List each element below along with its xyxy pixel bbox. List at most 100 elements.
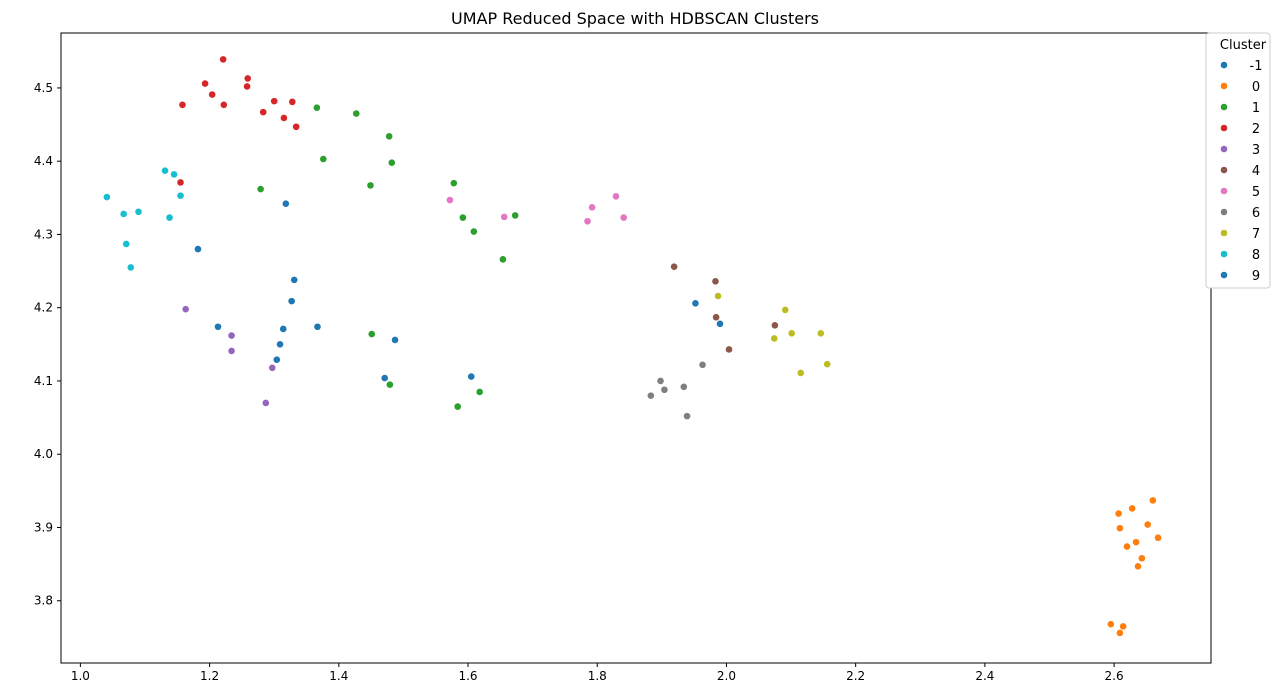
data-point-cluster-2 <box>259 108 267 116</box>
data-point-cluster-8 <box>170 171 178 178</box>
data-point-cluster-8 <box>135 208 142 216</box>
legend-marker-9 <box>1220 271 1228 279</box>
legend-box <box>1205 32 1271 289</box>
data-point-cluster--1 <box>273 356 281 364</box>
data-point-cluster--1 <box>279 325 287 333</box>
data-point-cluster-1 <box>459 214 467 221</box>
legend-label-6: 6 <box>1252 206 1260 221</box>
legend-marker--1 <box>1220 61 1228 69</box>
legend-marker-2 <box>1220 124 1228 132</box>
y-tick-label: 4.4 <box>34 154 53 168</box>
y-tick-label: 3.9 <box>34 520 53 534</box>
y-tick-label: 4.2 <box>34 301 53 315</box>
y-tick-label: 3.8 <box>34 594 53 608</box>
plot-area-frame <box>60 32 1212 664</box>
y-tick-label: 4.0 <box>34 447 53 461</box>
data-point-cluster--1 <box>692 300 699 307</box>
data-point-cluster-6 <box>699 361 706 369</box>
data-point-cluster-5 <box>500 213 508 221</box>
legend-label-3: 3 <box>1252 143 1260 158</box>
legend-entries: -1 0 1 2 3 4 5 6 7 8 9 <box>1220 59 1263 284</box>
data-point-cluster-0 <box>1132 538 1140 546</box>
data-point-cluster-2 <box>280 114 288 122</box>
data-point-cluster-6 <box>661 386 668 394</box>
data-points <box>103 56 1162 637</box>
legend-marker-3 <box>1220 145 1228 153</box>
data-point-cluster-2 <box>244 75 252 82</box>
data-point-cluster-1 <box>388 159 396 166</box>
data-point-cluster--1 <box>194 245 202 253</box>
data-point-cluster-5 <box>620 214 628 221</box>
data-point-cluster-0 <box>1116 524 1124 532</box>
data-point-cluster-0 <box>1149 497 1157 504</box>
data-point-cluster-2 <box>288 98 296 106</box>
data-point-cluster-4 <box>712 278 719 285</box>
data-point-cluster-3 <box>182 305 189 313</box>
legend-label-8: 8 <box>1252 248 1260 263</box>
x-tick-label: 2.0 <box>717 669 736 683</box>
data-point-cluster--1 <box>290 276 298 284</box>
data-point-cluster-8 <box>161 167 169 175</box>
data-point-cluster--1 <box>467 373 475 380</box>
data-point-cluster--1 <box>391 336 399 344</box>
data-point-cluster-1 <box>499 256 507 263</box>
x-tick-label: 1.2 <box>200 669 219 683</box>
data-point-cluster-7 <box>714 292 722 300</box>
data-point-cluster-7 <box>781 306 789 314</box>
x-tick-label: 2.4 <box>975 669 994 683</box>
data-point-cluster-7 <box>817 330 825 337</box>
data-point-cluster-5 <box>446 196 454 204</box>
data-point-cluster-2 <box>220 101 228 109</box>
y-tick-label: 4.5 <box>34 81 53 95</box>
data-point-cluster-1 <box>476 388 483 396</box>
data-point-cluster-0 <box>1138 554 1146 562</box>
data-point-cluster-4 <box>725 346 733 353</box>
data-point-cluster-1 <box>385 132 393 140</box>
data-point-cluster-5 <box>584 217 591 225</box>
data-point-cluster-8 <box>120 210 127 218</box>
data-point-cluster-4 <box>771 321 779 329</box>
data-point-cluster-1 <box>386 381 394 388</box>
legend-label--1: -1 <box>1250 59 1263 74</box>
data-point-cluster-0 <box>1128 505 1136 512</box>
data-point-cluster-3 <box>268 364 276 372</box>
data-point-cluster-6 <box>680 383 688 391</box>
data-point-cluster-4 <box>712 313 720 321</box>
data-point-cluster-2 <box>177 179 184 186</box>
x-tick-label: 1.6 <box>458 669 477 683</box>
data-point-cluster-5 <box>588 204 596 211</box>
data-point-cluster-1 <box>313 104 321 112</box>
data-point-cluster-1 <box>454 403 461 410</box>
data-point-cluster-2 <box>219 56 227 63</box>
legend-label-5: 5 <box>1252 185 1260 200</box>
data-point-cluster-1 <box>470 228 478 235</box>
data-point-cluster--1 <box>716 320 724 328</box>
data-point-cluster-8 <box>127 264 135 271</box>
data-point-cluster--1 <box>214 323 222 331</box>
data-point-cluster-1 <box>450 179 458 187</box>
data-point-cluster-6 <box>683 412 691 420</box>
data-point-cluster-2 <box>292 123 300 131</box>
legend-label-2: 2 <box>1252 122 1260 137</box>
legend-marker-6 <box>1220 208 1228 216</box>
y-tick-label: 4.1 <box>34 374 53 388</box>
data-point-cluster-8 <box>177 192 184 199</box>
data-point-cluster-7 <box>823 360 831 368</box>
x-tick-label: 2.2 <box>846 669 865 683</box>
legend-marker-1 <box>1220 103 1228 111</box>
legend-marker-4 <box>1220 166 1228 174</box>
x-tick-label: 1.0 <box>71 669 90 683</box>
legend-label-9: 9 <box>1252 269 1260 284</box>
data-point-cluster-1 <box>352 110 360 117</box>
data-point-cluster-0 <box>1115 510 1122 517</box>
data-point-cluster--1 <box>276 341 284 348</box>
data-point-cluster-7 <box>797 369 805 377</box>
data-point-cluster-0 <box>1116 629 1124 637</box>
data-point-cluster-0 <box>1134 563 1142 570</box>
data-point-cluster-2 <box>179 101 186 109</box>
data-point-cluster-2 <box>270 97 278 105</box>
data-point-cluster--1 <box>288 297 295 305</box>
chart-title: UMAP Reduced Space with HDBSCAN Clusters <box>451 9 819 28</box>
axis-ticks: 1.0 1.2 1.4 1.6 1.8 2.0 2.2 2.4 2.6 3.8 3.9 4.0 4.1 4… <box>34 81 1124 683</box>
